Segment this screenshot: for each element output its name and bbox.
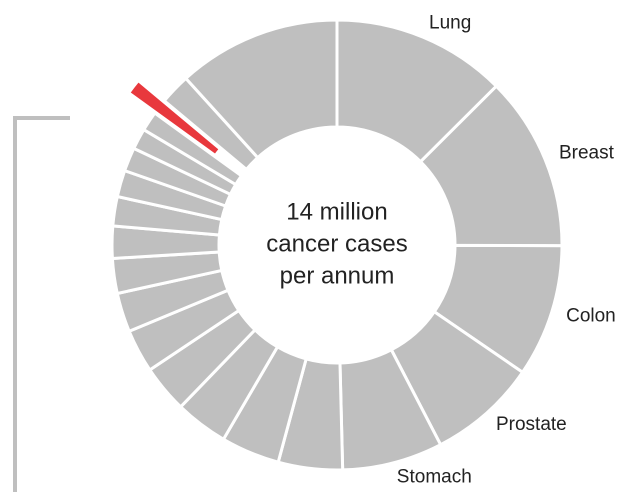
segment-label: Prostate — [496, 414, 567, 435]
segment-label: Colon — [566, 305, 616, 326]
center-text: per annum — [280, 262, 395, 289]
segment-label: Lung — [429, 12, 471, 33]
segment — [142, 111, 243, 187]
center-text: 14 million — [286, 198, 387, 225]
segment — [184, 18, 339, 160]
bracket — [13, 116, 70, 492]
segment-label: Stomach — [397, 466, 472, 487]
center-text: cancer cases — [266, 230, 407, 257]
segment-label: Breast — [559, 143, 615, 164]
